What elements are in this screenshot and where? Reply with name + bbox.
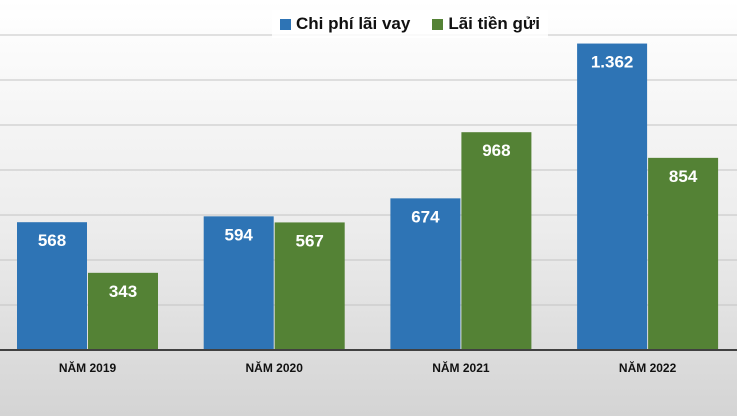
x-tick-label: NĂM 2021: [432, 360, 490, 375]
data-label: 594: [225, 225, 254, 244]
bar: [274, 222, 345, 350]
x-tick-label: NĂM 2022: [619, 360, 677, 375]
data-label: 343: [109, 282, 137, 301]
data-label: 567: [296, 231, 324, 250]
bar: [17, 222, 87, 350]
bar: [648, 157, 719, 350]
x-tick-label: NĂM 2019: [59, 360, 117, 375]
bar: [577, 43, 648, 351]
legend-item-lai-tien-gui: Lãi tiền gửi: [432, 14, 540, 34]
legend-label: Lãi tiền gửi: [448, 14, 540, 33]
bar: [390, 198, 461, 350]
legend-label: Chi phí lãi vay: [296, 14, 411, 33]
data-label: 1.362: [591, 53, 634, 72]
data-label: 674: [411, 207, 440, 226]
bar: [88, 272, 158, 350]
legend: Chi phí lãi vay Lãi tiền gửi: [272, 10, 548, 38]
legend-swatch-green: [432, 18, 444, 30]
bar: [461, 132, 532, 350]
x-tick-label: NĂM 2020: [246, 360, 304, 375]
bar: [203, 216, 274, 350]
data-label: 854: [669, 167, 698, 186]
legend-swatch-blue: [280, 18, 291, 30]
legend-item-chi-phi-lai-vay: Chi phí lãi vay: [280, 14, 410, 34]
data-label: 568: [38, 231, 66, 250]
data-label: 968: [482, 141, 510, 160]
